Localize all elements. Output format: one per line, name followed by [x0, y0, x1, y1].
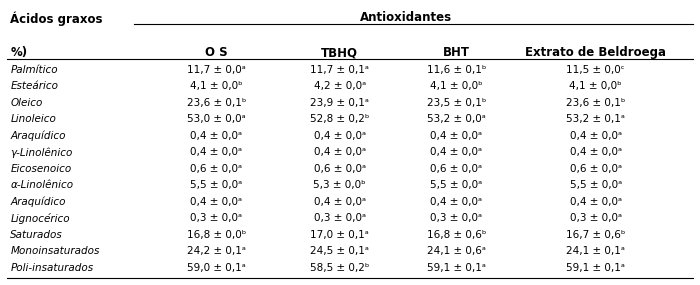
Text: 4,1 ± 0,0ᵇ: 4,1 ± 0,0ᵇ [430, 81, 482, 91]
Text: Araquídico: Araquídico [10, 197, 66, 207]
Text: BHT: BHT [443, 46, 470, 59]
Text: 5,5 ± 0,0ᵃ: 5,5 ± 0,0ᵃ [570, 180, 622, 190]
Text: γ-Linolênico: γ-Linolênico [10, 147, 73, 158]
Text: 0,4 ± 0,0ᵃ: 0,4 ± 0,0ᵃ [430, 131, 482, 141]
Text: Esteárico: Esteárico [10, 81, 58, 91]
Text: 0,4 ± 0,0ᵃ: 0,4 ± 0,0ᵃ [190, 197, 242, 207]
Text: 0,3 ± 0,0ᵃ: 0,3 ± 0,0ᵃ [190, 213, 242, 223]
Text: 5,5 ± 0,0ᵃ: 5,5 ± 0,0ᵃ [430, 180, 482, 190]
Text: 0,6 ± 0,0ᵃ: 0,6 ± 0,0ᵃ [190, 164, 242, 174]
Text: 0,3 ± 0,0ᵃ: 0,3 ± 0,0ᵃ [570, 213, 622, 223]
Text: 0,4 ± 0,0ᵃ: 0,4 ± 0,0ᵃ [430, 147, 482, 157]
Text: Extrato de Beldroega: Extrato de Beldroega [525, 46, 666, 59]
Text: 24,1 ± 0,1ᵃ: 24,1 ± 0,1ᵃ [566, 246, 625, 256]
Text: 24,5 ± 0,1ᵃ: 24,5 ± 0,1ᵃ [310, 246, 369, 256]
Text: 24,1 ± 0,6ᵃ: 24,1 ± 0,6ᵃ [427, 246, 486, 256]
Text: %): %) [10, 46, 27, 59]
Text: 11,7 ± 0,0ᵃ: 11,7 ± 0,0ᵃ [187, 65, 246, 75]
Text: Oleico: Oleico [10, 98, 43, 108]
Text: 23,6 ± 0,1ᵇ: 23,6 ± 0,1ᵇ [566, 98, 625, 108]
Text: 59,0 ± 0,1ᵃ: 59,0 ± 0,1ᵃ [187, 262, 246, 272]
Text: Antioxidantes: Antioxidantes [360, 11, 452, 24]
Text: 11,7 ± 0,1ᵃ: 11,7 ± 0,1ᵃ [310, 65, 369, 75]
Text: Poli-insaturados: Poli-insaturados [10, 262, 94, 272]
Text: Palmítico: Palmítico [10, 65, 58, 75]
Text: O S: O S [205, 46, 228, 59]
Text: 23,5 ± 0,1ᵇ: 23,5 ± 0,1ᵇ [426, 98, 486, 108]
Text: 11,6 ± 0,1ᵇ: 11,6 ± 0,1ᵇ [426, 65, 486, 75]
Text: 17,0 ± 0,1ᵃ: 17,0 ± 0,1ᵃ [310, 230, 369, 240]
Text: 0,4 ± 0,0ᵃ: 0,4 ± 0,0ᵃ [430, 197, 482, 207]
Text: 0,3 ± 0,0ᵃ: 0,3 ± 0,0ᵃ [314, 213, 365, 223]
Text: 53,2 ± 0,0ᵃ: 53,2 ± 0,0ᵃ [427, 114, 486, 124]
Text: Linoleico: Linoleico [10, 114, 56, 124]
Text: 24,2 ± 0,1ᵃ: 24,2 ± 0,1ᵃ [187, 246, 246, 256]
Text: 0,6 ± 0,0ᵃ: 0,6 ± 0,0ᵃ [570, 164, 622, 174]
Text: 16,7 ± 0,6ᵇ: 16,7 ± 0,6ᵇ [566, 230, 625, 240]
Text: 5,3 ± 0,0ᵇ: 5,3 ± 0,0ᵇ [314, 180, 366, 190]
Text: 0,4 ± 0,0ᵃ: 0,4 ± 0,0ᵃ [314, 147, 365, 157]
Text: Monoinsaturados: Monoinsaturados [10, 246, 100, 256]
Text: 4,2 ± 0,0ᵃ: 4,2 ± 0,0ᵃ [314, 81, 366, 91]
Text: 5,5 ± 0,0ᵃ: 5,5 ± 0,0ᵃ [190, 180, 242, 190]
Text: 11,5 ± 0,0ᶜ: 11,5 ± 0,0ᶜ [566, 65, 625, 75]
Text: Eicosenoico: Eicosenoico [10, 164, 71, 174]
Text: 52,8 ± 0,2ᵇ: 52,8 ± 0,2ᵇ [310, 114, 370, 124]
Text: 0,4 ± 0,0ᵃ: 0,4 ± 0,0ᵃ [570, 131, 622, 141]
Text: 16,8 ± 0,0ᵇ: 16,8 ± 0,0ᵇ [187, 230, 246, 240]
Text: 0,6 ± 0,0ᵃ: 0,6 ± 0,0ᵃ [430, 164, 482, 174]
Text: 4,1 ± 0,0ᵇ: 4,1 ± 0,0ᵇ [569, 81, 622, 91]
Text: α-Linolênico: α-Linolênico [10, 180, 74, 190]
Text: 23,6 ± 0,1ᵇ: 23,6 ± 0,1ᵇ [186, 98, 246, 108]
Text: 0,4 ± 0,0ᵃ: 0,4 ± 0,0ᵃ [190, 131, 242, 141]
Text: 0,4 ± 0,0ᵃ: 0,4 ± 0,0ᵃ [570, 147, 622, 157]
Text: Lignocérico: Lignocérico [10, 213, 70, 224]
Text: 23,9 ± 0,1ᵃ: 23,9 ± 0,1ᵃ [310, 98, 369, 108]
Text: 16,8 ± 0,6ᵇ: 16,8 ± 0,6ᵇ [426, 230, 486, 240]
Text: 59,1 ± 0,1ᵃ: 59,1 ± 0,1ᵃ [427, 262, 486, 272]
Text: 58,5 ± 0,2ᵇ: 58,5 ± 0,2ᵇ [310, 262, 370, 272]
Text: Araquídico: Araquídico [10, 131, 66, 141]
Text: 0,4 ± 0,0ᵃ: 0,4 ± 0,0ᵃ [190, 147, 242, 157]
Text: 4,1 ± 0,0ᵇ: 4,1 ± 0,0ᵇ [190, 81, 242, 91]
Text: 53,2 ± 0,1ᵃ: 53,2 ± 0,1ᵃ [566, 114, 625, 124]
Text: 53,0 ± 0,0ᵃ: 53,0 ± 0,0ᵃ [187, 114, 246, 124]
Text: 0,4 ± 0,0ᵃ: 0,4 ± 0,0ᵃ [314, 197, 365, 207]
Text: Saturados: Saturados [10, 230, 63, 240]
Text: 0,4 ± 0,0ᵃ: 0,4 ± 0,0ᵃ [570, 197, 622, 207]
Text: TBHQ: TBHQ [321, 46, 358, 59]
Text: 0,4 ± 0,0ᵃ: 0,4 ± 0,0ᵃ [314, 131, 365, 141]
Text: 0,6 ± 0,0ᵃ: 0,6 ± 0,0ᵃ [314, 164, 365, 174]
Text: 59,1 ± 0,1ᵃ: 59,1 ± 0,1ᵃ [566, 262, 625, 272]
Text: Ácidos graxos: Ácidos graxos [10, 11, 103, 26]
Text: 0,3 ± 0,0ᵃ: 0,3 ± 0,0ᵃ [430, 213, 482, 223]
